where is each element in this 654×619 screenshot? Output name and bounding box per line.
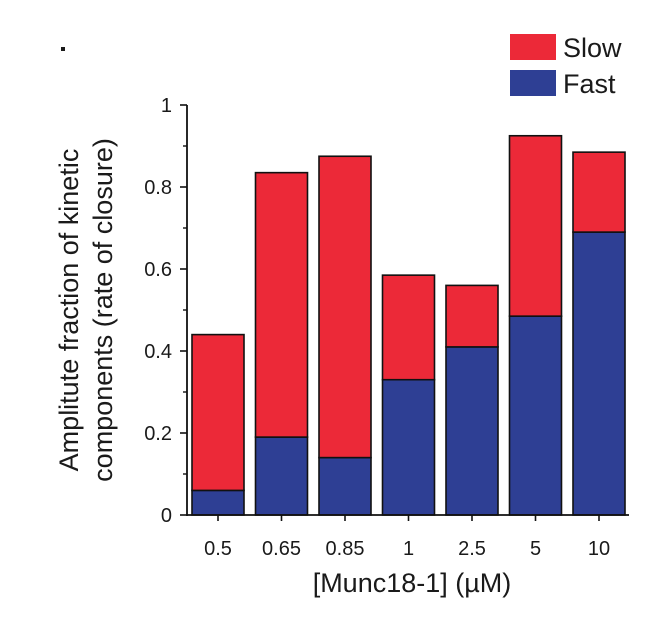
bar-fast-0.65: [254, 436, 309, 516]
bars-group: [191, 134, 626, 516]
legend-label-fast: Fast: [563, 69, 616, 99]
y-tick-label: 0.2: [144, 423, 172, 445]
legend-swatch-fast: [510, 70, 556, 96]
x-tick-label: 1: [403, 538, 414, 560]
bar-fast-5: [508, 315, 563, 516]
y-tick-label: 0.4: [144, 341, 172, 363]
bar-fast-0.5: [191, 489, 245, 516]
y-tick-label: 0.8: [144, 177, 172, 199]
x-tick-label: 0.85: [326, 538, 365, 560]
x-axis-title: [Munc18-1] (µM): [313, 568, 512, 598]
bar-slow-0.5: [191, 333, 245, 492]
bar-slow-0.65: [254, 171, 309, 438]
bar-fast-10: [572, 231, 626, 516]
bar-slow-10: [572, 151, 626, 233]
y-tick-label: 0: [161, 505, 172, 527]
x-tick-label: 0.5: [204, 538, 232, 560]
bar-fast-1: [381, 378, 436, 516]
bar-slow-1: [381, 274, 436, 381]
y-tick-label: 0.6: [144, 259, 172, 281]
tick-labels-group: 0.5 0.65 0.85 1 2.5 5 10 0 0.2 0.4 0.6 0.8 1: [144, 95, 610, 560]
y-axis-title-line-1: Amplitute fraction of kinetic: [54, 149, 84, 472]
legend-swatch-slow: [510, 34, 556, 60]
x-tick-label: 0.65: [262, 538, 301, 560]
bar-fast-2.5: [445, 346, 499, 516]
legend: Slow Fast: [510, 33, 622, 99]
bar-slow-2.5: [445, 284, 499, 348]
x-tick-label: 5: [530, 538, 541, 560]
x-tick-label: 10: [588, 538, 610, 560]
x-tick-label: 2.5: [458, 538, 486, 560]
bar-slow-0.85: [318, 155, 372, 459]
axes-group: [180, 104, 629, 521]
bar-fast-0.85: [318, 456, 372, 516]
corner-dot: [61, 47, 65, 51]
legend-label-slow: Slow: [563, 33, 622, 63]
y-tick-label: 1: [161, 95, 172, 117]
y-axis-title-line-2: components (rate of closure): [88, 138, 118, 482]
bar-slow-5: [508, 134, 563, 317]
